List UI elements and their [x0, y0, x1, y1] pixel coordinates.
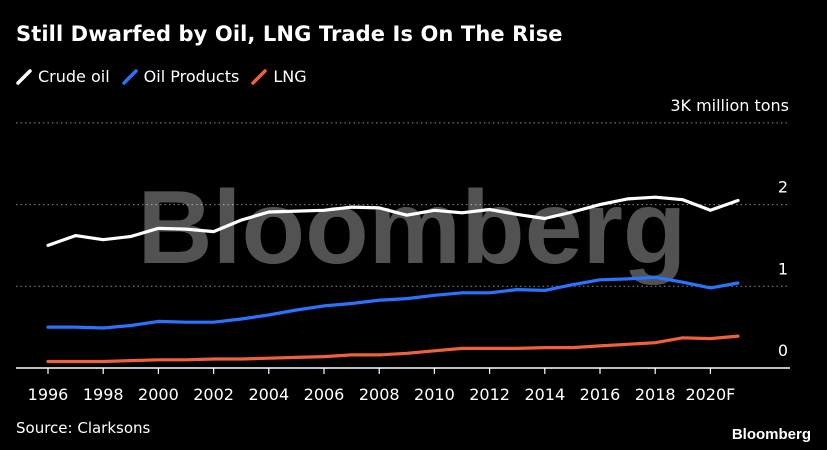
y-tick-label: 0 [778, 341, 788, 360]
legend-item-lng: LNG [251, 67, 307, 86]
legend-item-crude-oil: Crude oil [16, 67, 110, 86]
x-tick-label: 2012 [469, 385, 510, 404]
brand-logo: Bloomberg [731, 426, 811, 443]
series-line-lng [46, 334, 740, 364]
legend-label-oil-products: Oil Products [143, 67, 240, 86]
x-tick-label: 2006 [304, 385, 345, 404]
x-tick-label: 1996 [28, 385, 69, 404]
x-tick-label: 2004 [248, 385, 289, 404]
series-line-oil-products [46, 275, 740, 330]
y-tick-label: 2 [778, 178, 788, 197]
legend-label-lng: LNG [273, 67, 307, 86]
x-tick-label: 2008 [359, 385, 400, 404]
x-tick-label: 1998 [83, 385, 124, 404]
x-tick-label: 2000 [138, 385, 179, 404]
chart-title: Still Dwarfed by Oil, LNG Trade Is On Th… [16, 22, 563, 46]
legend-swatch-lng [251, 68, 268, 85]
series-line-crude-oil [46, 195, 740, 247]
source-note: Source: Clarksons [16, 419, 151, 437]
x-tick-label: 2002 [193, 385, 234, 404]
x-tick-label: 2010 [414, 385, 455, 404]
x-tick-label: 2018 [635, 385, 676, 404]
legend-item-oil-products: Oil Products [121, 67, 240, 86]
y-tick-label: 1 [778, 259, 788, 278]
chart-legend: Crude oil Oil Products LNG [16, 67, 319, 86]
x-tick-label: 2014 [524, 385, 565, 404]
x-tick-label: 2020F [685, 385, 735, 404]
x-tick-label: 2016 [580, 385, 621, 404]
legend-swatch-oil-products [121, 68, 138, 85]
y-axis-unit-label: 3K million tons [670, 96, 789, 115]
legend-label-crude-oil: Crude oil [38, 67, 110, 86]
legend-swatch-crude-oil [16, 68, 32, 85]
watermark-logo: Bloomberg [138, 170, 687, 286]
